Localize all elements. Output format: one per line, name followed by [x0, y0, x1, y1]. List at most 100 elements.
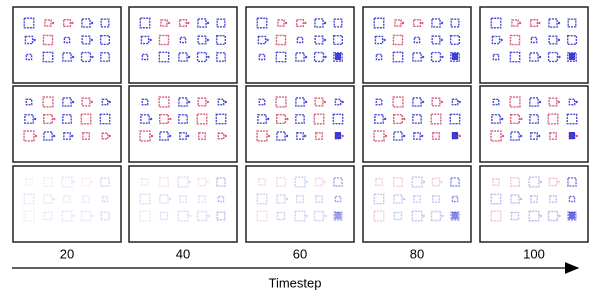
dot: [91, 101, 93, 103]
dot: [304, 22, 306, 24]
sample-image: [480, 7, 588, 83]
dot: [286, 135, 288, 137]
glyph-fill: [335, 212, 341, 219]
dot: [53, 198, 55, 200]
dot: [557, 181, 559, 183]
dot: [53, 118, 55, 120]
dot: [538, 22, 540, 24]
glyph-fill: [569, 132, 575, 139]
column-label: 80: [410, 246, 424, 261]
dot: [383, 39, 385, 41]
sample-image: [363, 86, 471, 162]
dot: [151, 135, 153, 137]
glyph-fill: [452, 212, 458, 219]
dot: [187, 22, 189, 24]
sample-image: [480, 166, 588, 242]
sample-image: [480, 86, 588, 162]
dot: [324, 215, 326, 217]
dot: [304, 135, 306, 137]
dot: [500, 39, 502, 41]
dot: [285, 22, 287, 24]
dot: [207, 101, 209, 103]
dot: [286, 198, 288, 200]
dot: [108, 101, 110, 103]
sample-image: [13, 7, 121, 83]
dot: [206, 181, 208, 183]
sample-image: [246, 86, 354, 162]
sample-image: [129, 86, 237, 162]
glyph-fill: [335, 53, 341, 60]
dot: [189, 215, 191, 217]
glyph-fill: [452, 132, 458, 139]
dot: [539, 56, 541, 58]
dot: [324, 56, 326, 58]
dot: [53, 135, 55, 137]
column-label: 60: [293, 246, 307, 261]
dot: [539, 101, 541, 103]
dot: [149, 39, 151, 41]
dot: [558, 215, 560, 217]
dot: [520, 135, 522, 137]
sample-image: [129, 166, 237, 242]
dot: [225, 135, 227, 137]
dot: [558, 101, 560, 103]
dot: [423, 181, 425, 183]
dot: [286, 118, 288, 120]
sample-image: [129, 7, 237, 83]
dot: [403, 118, 405, 120]
glyph-fill: [335, 132, 341, 139]
figure: Timestep 20406080100: [0, 0, 589, 293]
dot: [519, 22, 521, 24]
dot: [109, 135, 111, 137]
dot: [169, 198, 171, 200]
dot: [189, 181, 191, 183]
dot: [558, 39, 560, 41]
dot: [207, 215, 209, 217]
dot: [71, 22, 73, 24]
dot: [188, 56, 190, 58]
dot: [33, 39, 35, 41]
dot: [268, 135, 270, 137]
dot: [91, 215, 93, 217]
dot: [35, 135, 37, 137]
dot: [403, 198, 405, 200]
dot: [520, 198, 522, 200]
dot: [441, 39, 443, 41]
dot: [538, 135, 540, 137]
dot: [540, 215, 542, 217]
dot: [502, 135, 504, 137]
dot: [207, 22, 209, 24]
sample-image: [363, 166, 471, 242]
dot: [305, 101, 307, 103]
sample-image: [246, 166, 354, 242]
column-label: 100: [523, 246, 545, 261]
column-label: 20: [60, 246, 74, 261]
glyph-fill: [569, 212, 575, 219]
sample-image: [13, 166, 121, 242]
dot: [402, 22, 404, 24]
dot: [90, 181, 92, 183]
dot: [150, 118, 152, 120]
dot: [91, 56, 93, 58]
dot: [422, 56, 424, 58]
dot: [558, 56, 560, 58]
dot: [224, 101, 226, 103]
dot: [188, 101, 190, 103]
dot: [421, 135, 423, 137]
dot: [52, 22, 54, 24]
dot: [458, 101, 460, 103]
dot: [441, 215, 443, 217]
dot: [91, 39, 93, 41]
dot: [421, 22, 423, 24]
glyph-fill: [452, 53, 458, 60]
dot: [501, 118, 503, 120]
dot: [306, 181, 308, 183]
sample-image: [363, 7, 471, 83]
column-label: 40: [176, 246, 190, 261]
dot: [558, 22, 560, 24]
dot: [385, 135, 387, 137]
dot: [187, 135, 189, 137]
dot: [459, 135, 461, 137]
dot: [575, 101, 577, 103]
dot: [384, 118, 386, 120]
